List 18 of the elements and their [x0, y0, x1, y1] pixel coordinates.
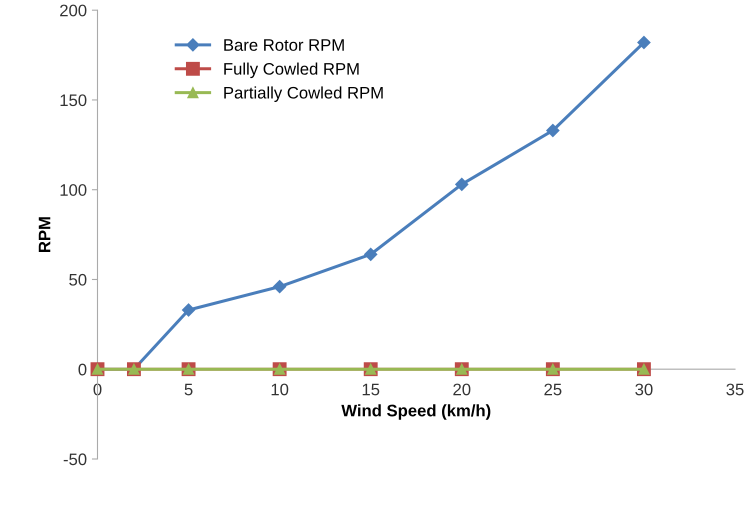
legend-label: Partially Cowled RPM — [224, 86, 383, 102]
x-tick-label: 15 — [362, 384, 380, 396]
x-axis-title: Wind Speed (km/h) — [341, 404, 490, 420]
x-tick-label: 20 — [453, 384, 470, 396]
legend-label: Bare Rotor RPM — [224, 39, 344, 51]
y-tick-label: 150 — [60, 94, 86, 106]
y-tick-label: 0 — [78, 364, 86, 376]
y-tick-label: 200 — [60, 4, 86, 16]
x-tick-label: 30 — [635, 384, 653, 396]
x-tick-label: 25 — [544, 384, 562, 396]
x-tick-label: 5 — [184, 384, 193, 396]
y-axis-title: RPM — [38, 217, 50, 252]
y-tick-label: 50 — [69, 274, 86, 286]
y-tick-label: 100 — [60, 184, 86, 196]
legend-label: Fully Cowled RPM — [224, 62, 359, 78]
x-tick-label: 10 — [272, 384, 288, 396]
x-tick-label: 35 — [726, 384, 744, 396]
y-tick-label: -50 — [64, 453, 86, 466]
